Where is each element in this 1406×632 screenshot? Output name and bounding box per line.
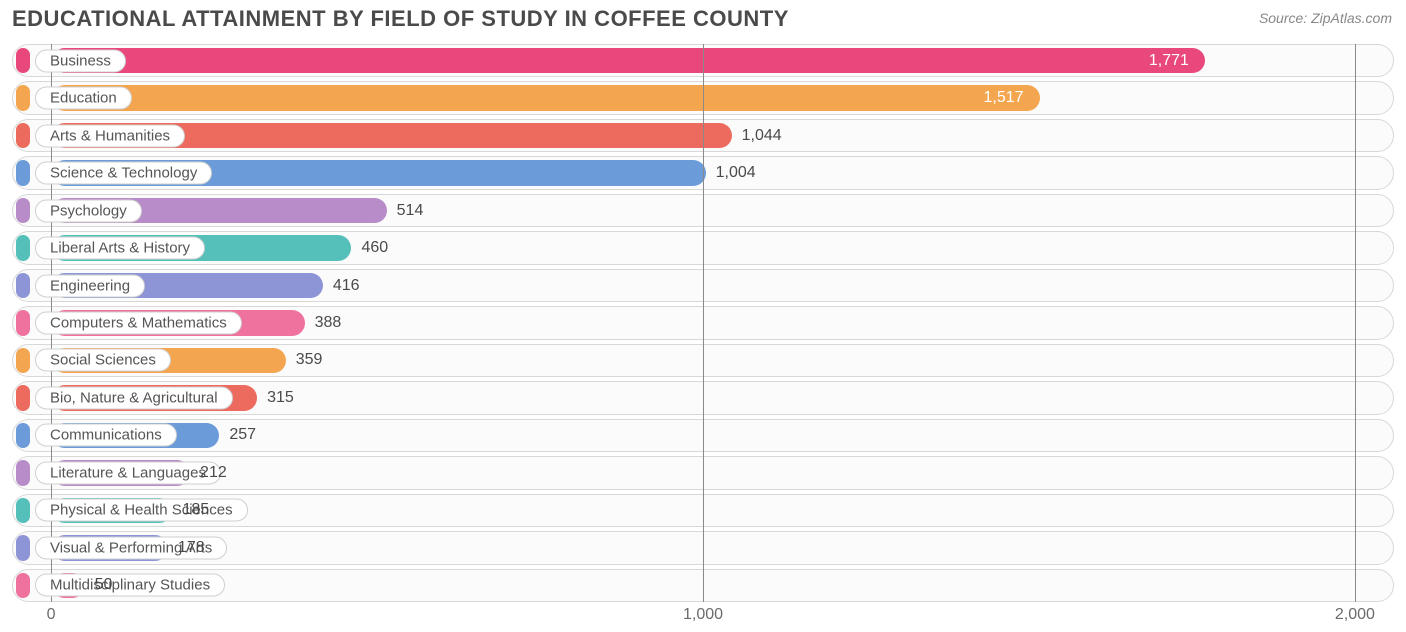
value-label: 416: [323, 277, 360, 295]
value-label: 1,517: [984, 89, 1040, 107]
bar-cap: [16, 160, 30, 185]
bar-cap: [16, 423, 30, 448]
value-label: 1,044: [732, 127, 782, 145]
gridline: [703, 44, 704, 602]
value-label: 359: [286, 351, 323, 369]
bar-cap: [16, 48, 30, 73]
chart-title: EDUCATIONAL ATTAINMENT BY FIELD OF STUDY…: [12, 6, 789, 32]
category-pill: Multidisciplinary Studies: [35, 574, 225, 597]
category-pill: Arts & Humanities: [35, 124, 185, 147]
x-tick-label: 0: [47, 606, 56, 624]
bar-fill: [52, 48, 1205, 73]
category-pill: Communications: [35, 424, 177, 447]
value-label: 1,004: [706, 164, 756, 182]
category-pill: Liberal Arts & History: [35, 237, 205, 260]
value-label: 460: [351, 239, 388, 257]
bar-fill: [52, 85, 1039, 110]
bar-cap: [16, 348, 30, 373]
x-tick-label: 2,000: [1335, 606, 1375, 624]
value-label: 212: [190, 464, 227, 482]
value-label: 1,771: [1149, 52, 1205, 70]
category-pill: Physical & Health Sciences: [35, 499, 248, 522]
category-pill: Business: [35, 49, 126, 72]
gridline: [1355, 44, 1356, 602]
category-pill: Social Sciences: [35, 349, 171, 372]
bar-cap: [16, 235, 30, 260]
source-label: Source: ZipAtlas.com: [1259, 10, 1392, 26]
bar-cap: [16, 310, 30, 335]
value-label: 178: [168, 539, 205, 557]
value-label: 257: [219, 426, 256, 444]
category-pill: Education: [35, 87, 132, 110]
bar-cap: [16, 198, 30, 223]
bar-cap: [16, 123, 30, 148]
bar-cap: [16, 498, 30, 523]
bar-cap: [16, 535, 30, 560]
bar-cap: [16, 385, 30, 410]
value-label: 514: [387, 202, 424, 220]
bar-cap: [16, 460, 30, 485]
category-pill: Bio, Nature & Agricultural: [35, 386, 233, 409]
value-label: 185: [172, 501, 209, 519]
chart-plot-area: Business 1,771 Education 1,517 Arts & Humani…: [12, 44, 1394, 602]
category-pill: Psychology: [35, 199, 142, 222]
value-label: 50: [85, 576, 113, 594]
x-tick-label: 1,000: [683, 606, 723, 624]
bar-cap: [16, 573, 30, 598]
category-pill: Computers & Mathematics: [35, 312, 242, 335]
value-label: 388: [305, 314, 342, 332]
bar-cap: [16, 273, 30, 298]
category-pill: Engineering: [35, 274, 145, 297]
value-label: 315: [257, 389, 294, 407]
bar-cap: [16, 85, 30, 110]
category-pill: Science & Technology: [35, 162, 212, 185]
